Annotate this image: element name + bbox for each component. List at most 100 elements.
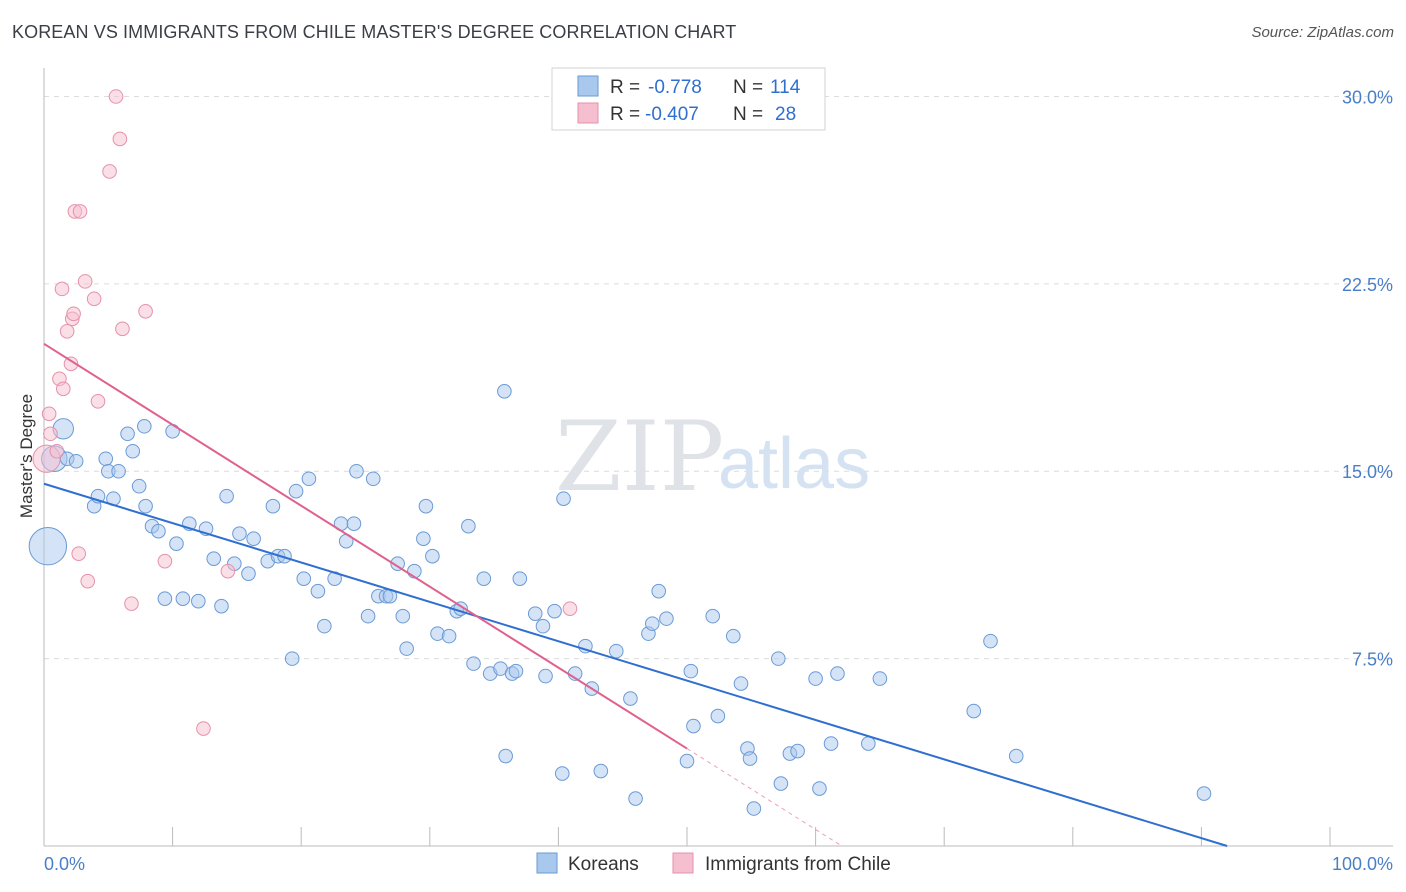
korean-point — [790, 743, 805, 759]
korean-point — [554, 766, 570, 781]
legend-n-label-2: N = — [733, 104, 763, 125]
chile-point — [72, 204, 88, 219]
korean-point — [538, 668, 553, 684]
korean-point — [983, 633, 998, 649]
watermark-atlas: atlas — [718, 424, 870, 504]
bottom-legend: Koreans Immigrants from Chile — [536, 852, 891, 875]
korean-trend-line — [43, 482, 1228, 847]
korean-point — [191, 593, 206, 609]
korean-point — [284, 651, 300, 666]
y-tick-labels: 7.5% 15.0% 22.5% 30.0% — [1342, 87, 1393, 669]
korean-point — [301, 471, 317, 487]
y-tick-label: 15.0% — [1342, 462, 1393, 482]
korean-point — [476, 571, 492, 586]
watermark: ZIP atlas — [555, 401, 870, 513]
bottom-legend-swatch-koreans — [536, 852, 558, 874]
korean-point — [395, 608, 411, 624]
korean-point — [232, 526, 247, 542]
data-points — [28, 89, 1212, 816]
korean-point — [131, 478, 147, 494]
chile-point — [59, 324, 75, 339]
korean-point — [175, 591, 191, 606]
bottom-legend-swatch-chile — [672, 852, 694, 874]
korean-point — [1008, 748, 1024, 764]
chile-trend-line — [43, 342, 688, 750]
korean-point — [157, 591, 173, 606]
korean-point — [508, 663, 524, 679]
legend: R = -0.778 N = 114 R = -0.407 N = 28 — [551, 67, 826, 131]
korean-point — [808, 671, 823, 686]
korean-point — [623, 691, 638, 706]
chart-title: KOREAN VS IMMIGRANTS FROM CHILE MASTER'S… — [12, 22, 737, 42]
korean-point — [390, 556, 405, 571]
korean-point — [219, 488, 234, 504]
korean-point — [416, 531, 431, 547]
korean-point — [246, 531, 261, 547]
korean-point — [165, 423, 180, 439]
chile-point — [41, 406, 57, 422]
x-tick-label-min: 0.0% — [44, 854, 85, 874]
y-axis-label: Master's Degree — [17, 394, 36, 518]
korean-point — [111, 463, 126, 479]
korean-point — [771, 651, 786, 666]
legend-swatch-chile — [577, 102, 599, 124]
korean-point — [812, 781, 827, 796]
korean-point — [746, 801, 762, 816]
korean-point — [296, 571, 312, 586]
korean-point — [651, 583, 667, 599]
chile-point — [55, 381, 71, 397]
chile-point — [80, 573, 96, 589]
korean-point — [725, 628, 741, 644]
chile-point — [562, 601, 578, 616]
korean-point — [497, 383, 512, 399]
korean-point — [151, 523, 166, 539]
korean-point — [418, 498, 434, 514]
gridlines — [44, 95, 1393, 660]
y-tick-label: 7.5% — [1352, 650, 1393, 670]
korean-point — [169, 536, 184, 551]
korean-point — [441, 628, 457, 644]
korean-point — [138, 498, 153, 514]
x-tick-label-max: 100.0% — [1332, 854, 1393, 874]
chile-point — [157, 553, 173, 569]
korean-point — [498, 748, 513, 764]
korean-point — [399, 641, 414, 656]
chile-point — [86, 291, 102, 307]
korean-point — [461, 518, 476, 534]
korean-point — [346, 516, 362, 532]
korean-point — [425, 548, 440, 564]
korean-point — [265, 498, 281, 514]
chile-point — [115, 321, 130, 337]
korean-point — [830, 666, 845, 681]
korean-point — [683, 663, 699, 679]
chile-point — [90, 393, 106, 409]
chile-point — [108, 89, 124, 104]
korean-point — [317, 618, 332, 634]
korean-point — [241, 566, 256, 581]
korean-point — [360, 608, 376, 624]
korean-point — [349, 463, 364, 479]
korean-point — [527, 606, 543, 621]
legend-r-value-2: -0.407 — [645, 104, 699, 125]
korean-point — [120, 426, 135, 442]
y-tick-label: 30.0% — [1342, 87, 1393, 107]
chile-point — [63, 356, 79, 372]
korean-point — [547, 603, 562, 619]
korean-point — [861, 736, 876, 751]
chile-trend-line-extension — [686, 748, 842, 847]
korean-point — [608, 643, 624, 659]
korean-point — [705, 608, 721, 624]
korean-point — [628, 791, 643, 806]
legend-n-value-1: 114 — [770, 77, 801, 98]
chart-source: Source: ZipAtlas.com — [1251, 24, 1394, 41]
chile-point — [102, 164, 117, 179]
korean-point — [733, 676, 749, 691]
legend-n-value-2: 28 — [775, 104, 796, 125]
korean-point — [686, 718, 701, 734]
watermark-zip: ZIP — [555, 401, 724, 513]
chile-point — [54, 281, 70, 297]
chile-point — [77, 274, 93, 289]
legend-r-label-1: R = — [610, 77, 640, 98]
korean-point — [742, 751, 758, 766]
korean-point — [310, 583, 326, 599]
